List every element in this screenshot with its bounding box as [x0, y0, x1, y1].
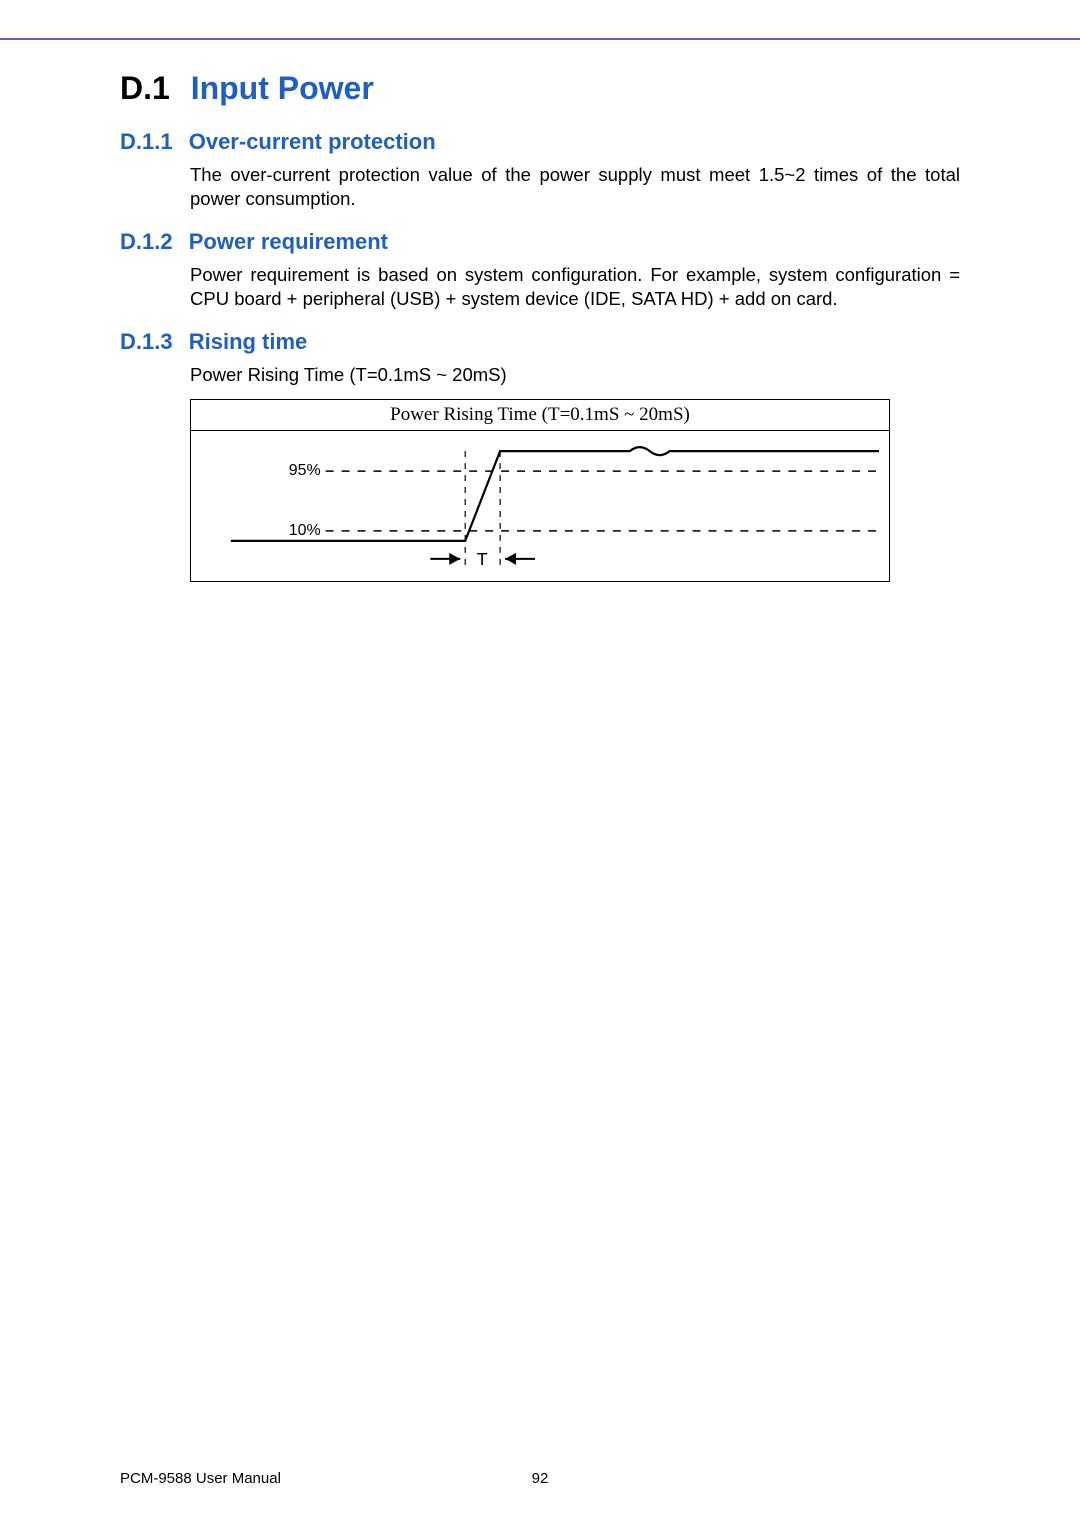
top-accent-bar: [0, 0, 1080, 40]
footer-manual-title: PCM-9588 User Manual: [120, 1470, 281, 1487]
subsection-heading: D.1.3 Rising time: [120, 329, 960, 355]
subsection-number: D.1.2: [120, 229, 173, 254]
section-heading: D.1 Input Power: [120, 70, 960, 107]
rising-time-waveform: 95% 10% T: [191, 431, 889, 581]
section-number: D.1: [120, 70, 170, 106]
subsection-title: Rising time: [189, 329, 308, 354]
subsection-number: D.1.3: [120, 329, 173, 354]
subsection-heading: D.1.1 Over-current protection: [120, 129, 960, 155]
subsection-body: Power requirement is based on system con…: [190, 263, 960, 311]
diagram-label-95: 95%: [289, 462, 321, 479]
subsection-number: D.1.1: [120, 129, 173, 154]
subsection-body: Power Rising Time (T=0.1mS ~ 20mS): [190, 363, 960, 387]
subsection-heading: D.1.2 Power requirement: [120, 229, 960, 255]
diagram-title: Power Rising Time (T=0.1mS ~ 20mS): [191, 400, 889, 431]
page-footer: PCM-9588 User Manual 92: [0, 1470, 1080, 1487]
page-content: D.1 Input Power D.1.1 Over-current prote…: [0, 40, 1080, 582]
subsection-title: Over-current protection: [189, 129, 436, 154]
section-title: Input Power: [191, 70, 374, 106]
subsection-title: Power requirement: [189, 229, 388, 254]
rising-time-diagram: Power Rising Time (T=0.1mS ~ 20mS) 95% 1…: [190, 399, 890, 582]
diagram-t-label: T: [477, 549, 488, 569]
subsection-body: The over-current protection value of the…: [190, 163, 960, 211]
diagram-label-10: 10%: [289, 522, 321, 539]
